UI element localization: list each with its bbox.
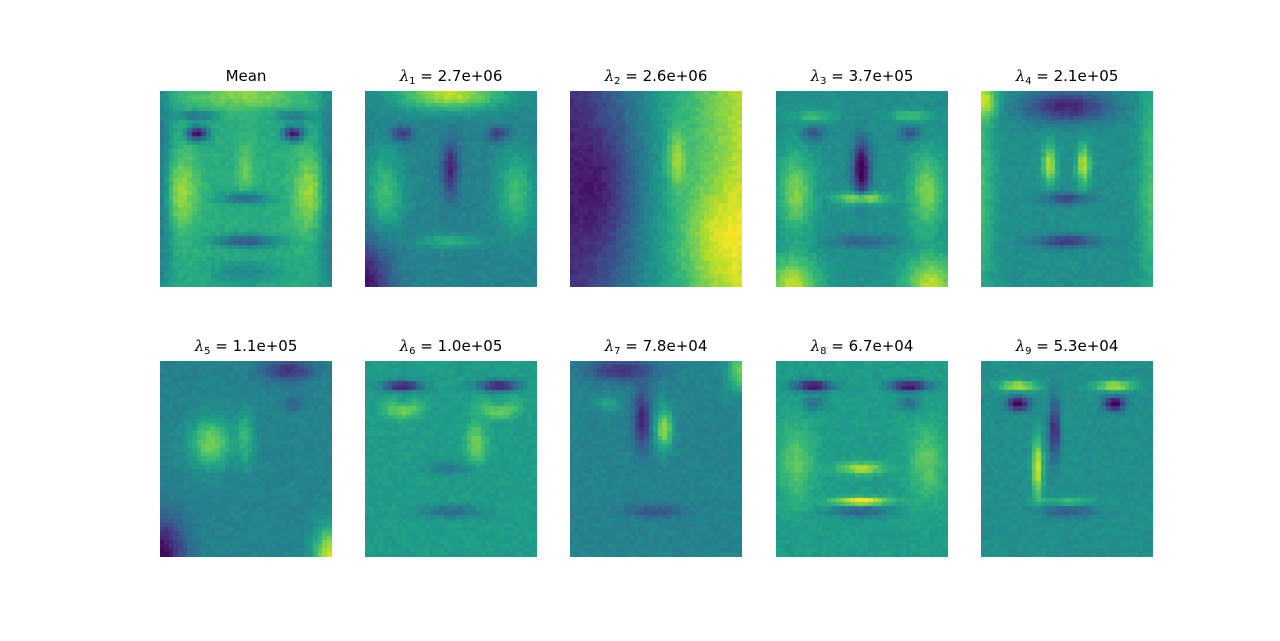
face-image-eigenface-6 bbox=[365, 361, 537, 557]
panel-title: λ3 = 3.7e+05 bbox=[810, 67, 914, 87]
panel-title: λ6 = 1.0e+05 bbox=[399, 337, 503, 357]
panel-title: λ1 = 2.7e+06 bbox=[399, 67, 503, 87]
panel-title: λ4 = 2.1e+05 bbox=[1015, 67, 1119, 87]
face-image-eigenface-1 bbox=[365, 91, 537, 287]
face-image-eigenface-7 bbox=[570, 361, 742, 557]
face-image-eigenface-3 bbox=[776, 91, 948, 287]
panel-title: λ2 = 2.6e+06 bbox=[604, 67, 708, 87]
face-image-eigenface-9 bbox=[981, 361, 1153, 557]
face-image-mean bbox=[160, 91, 332, 287]
face-image-eigenface-5 bbox=[160, 361, 332, 557]
panel-title: Mean bbox=[225, 67, 267, 85]
face-image-eigenface-8 bbox=[776, 361, 948, 557]
face-image-eigenface-2 bbox=[570, 91, 742, 287]
panel-title: λ5 = 1.1e+05 bbox=[194, 337, 298, 357]
face-image-eigenface-4 bbox=[981, 91, 1153, 287]
panel-title: λ8 = 6.7e+04 bbox=[810, 337, 914, 357]
panel-title: λ7 = 7.8e+04 bbox=[604, 337, 708, 357]
panel-title: λ9 = 5.3e+04 bbox=[1015, 337, 1119, 357]
